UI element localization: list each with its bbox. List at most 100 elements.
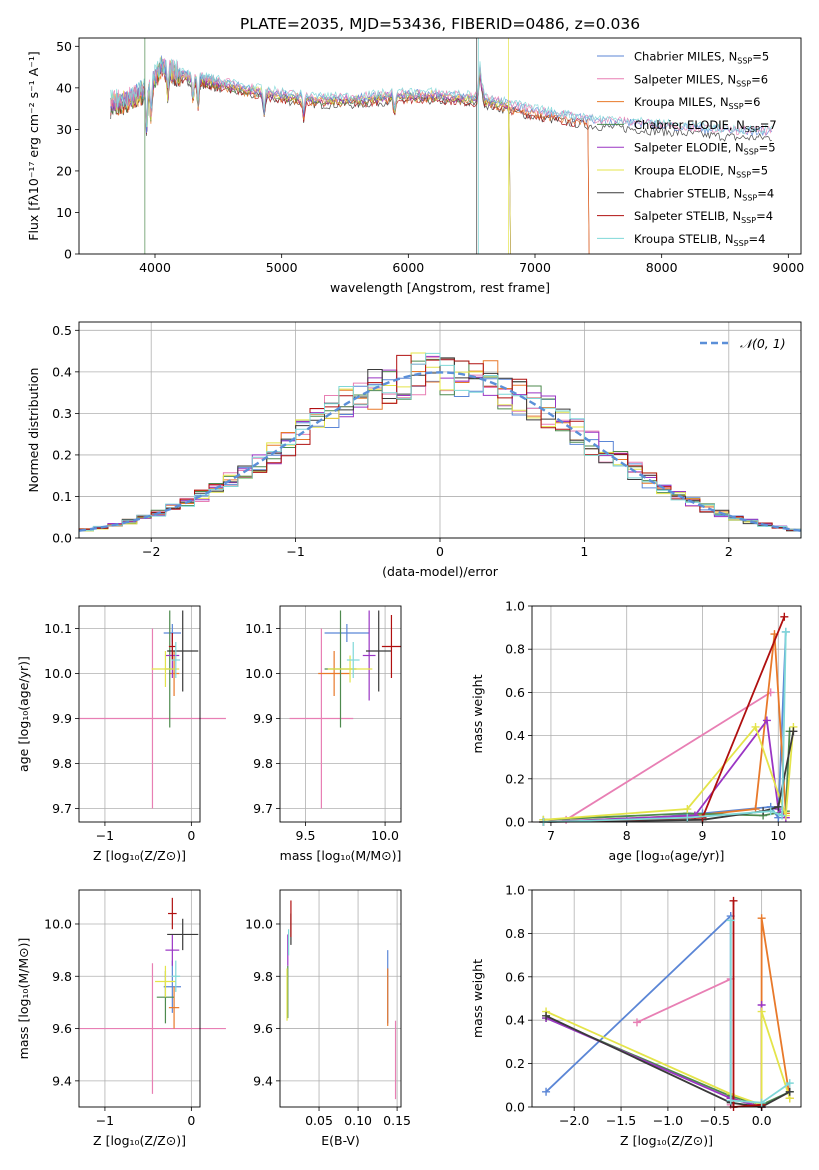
y-tick-label: 20 bbox=[56, 163, 72, 178]
weight-line bbox=[636, 977, 732, 1105]
grid-lines bbox=[532, 889, 801, 1108]
mass-vs-ebv-panel: 0.05 0.10 0.15 9.4 9.6 9.8 10.0 E(B-V) bbox=[245, 889, 411, 1148]
data-layer bbox=[286, 900, 397, 1100]
y-tick-label: 9.8 bbox=[253, 756, 273, 771]
weight-line bbox=[565, 691, 772, 821]
y-tick-label: 9.4 bbox=[52, 1073, 72, 1088]
weight-marker bbox=[726, 1096, 735, 1105]
weight-series-chabrier-miles bbox=[542, 912, 766, 1111]
y-tick-label: 0.5 bbox=[52, 323, 72, 338]
y-tick-label: 0.2 bbox=[505, 1056, 525, 1071]
normal-curve bbox=[78, 371, 802, 532]
errorbar-salpeter-miles bbox=[79, 628, 226, 809]
y-tick-label: 0.0 bbox=[52, 531, 72, 546]
x-tick-label: 7000 bbox=[519, 260, 551, 275]
errorbar-chabrier-stelib bbox=[365, 610, 392, 692]
x-axis-label: Z [log₁₀(Z/Z⊙)] bbox=[93, 848, 186, 863]
data-layer bbox=[79, 897, 226, 1094]
weight-marker bbox=[751, 722, 760, 731]
y-tick-label: 0.8 bbox=[505, 926, 525, 941]
legend-label: 𝒩(0, 1) bbox=[740, 336, 786, 351]
x-tick-label: 6000 bbox=[392, 260, 424, 275]
y-tick-label: 9.6 bbox=[52, 1021, 72, 1036]
spectrum-title: PLATE=2035, MJD=53436, FIBERID=0486, z=0… bbox=[240, 15, 640, 33]
errorbar-salpeter-elodie bbox=[165, 934, 180, 966]
weight-marker bbox=[789, 727, 798, 736]
spectrum-line-salpeter-stelib bbox=[110, 62, 590, 254]
y-tick-label: 9.7 bbox=[253, 801, 273, 816]
y-tick-label: 0.2 bbox=[505, 771, 525, 786]
spectrum-line-salpeter-miles bbox=[110, 58, 773, 136]
y-tick-label: 0.4 bbox=[52, 364, 72, 379]
x-axis-label: wavelength [Angstrom, rest frame] bbox=[330, 280, 550, 295]
errorbar-kroupa-elodie bbox=[151, 651, 180, 687]
x-tick-label: 0.10 bbox=[344, 1113, 372, 1128]
weight-marker bbox=[766, 807, 775, 816]
weight-marker bbox=[774, 802, 783, 811]
x-tick-label: −2.0 bbox=[559, 1113, 589, 1128]
weight-marker bbox=[757, 914, 766, 923]
weight-vs-age-panel: 7 8 9 10 0.0 0.2 0.4 0.6 0.8 1.0 age [log₁₀(age/yr… bbox=[470, 599, 802, 863]
weight-series-salpeter-stelib bbox=[729, 896, 766, 1111]
y-axis-label: Normed distribution bbox=[26, 368, 41, 493]
legend-label: Chabrier ELODIE, NSSP=7 bbox=[634, 118, 777, 134]
y-tick-label: 9.8 bbox=[52, 969, 72, 984]
plot-frame bbox=[78, 605, 201, 823]
plot-frame bbox=[78, 321, 802, 539]
plot-frame bbox=[78, 37, 802, 255]
y-axis-label: mass [log₁₀(M/M⊙)] bbox=[16, 938, 31, 1060]
y-tick-label: 9.8 bbox=[253, 969, 273, 984]
weight-marker bbox=[542, 1087, 551, 1096]
x-tick-label: 5000 bbox=[266, 260, 298, 275]
weight-marker bbox=[757, 1098, 766, 1107]
spectrum-line-kroupa-miles bbox=[110, 60, 590, 254]
data-layer bbox=[78, 352, 802, 538]
legend-label: Kroupa ELODIE, NSSP=5 bbox=[634, 164, 768, 180]
x-tick-label: 0.05 bbox=[305, 1113, 333, 1128]
weight-line bbox=[543, 631, 787, 823]
errorbar-kroupa-stelib bbox=[346, 642, 360, 678]
spectrum-legend: Chabrier MILES, NSSP=5 Salpeter MILES, NS… bbox=[597, 50, 777, 248]
y-tick-label: 10.0 bbox=[44, 916, 72, 931]
spectrum-line-salpeter-elodie bbox=[110, 58, 511, 254]
x-tick-label: 8000 bbox=[646, 260, 678, 275]
weight-line bbox=[543, 631, 787, 823]
age-vs-metallicity-panel: −1 0 9.7 9.8 9.9 10.0 10.1 Z [log₁₀(Z/Z⊙)] age [… bbox=[16, 605, 226, 863]
axis-layer: 7 8 9 10 0.0 0.2 0.4 0.6 0.8 1.0 age [log₁₀(age/yr… bbox=[470, 599, 802, 863]
y-tick-label: 9.4 bbox=[253, 1073, 273, 1088]
histogram-kroupa-stelib bbox=[78, 352, 802, 538]
weight-line bbox=[545, 1015, 791, 1108]
y-axis-label: mass weight bbox=[470, 959, 485, 1038]
weight-line bbox=[545, 913, 762, 1108]
legend-label: Salpeter MILES, NSSP=6 bbox=[634, 72, 768, 88]
errorbar-kroupa-elodie bbox=[155, 965, 176, 998]
data-layer bbox=[110, 38, 773, 254]
y-tick-label: 1.0 bbox=[505, 883, 525, 898]
mass-vs-metallicity-panel: −1 0 9.4 9.6 9.8 10.0 Z [log₁₀(Z/Z⊙)] mass [log… bbox=[16, 889, 226, 1148]
weight-vs-metallicity-panel: −2.0 −1.5 −1.0 −0.5 0.0 0.0 0.2 0.4 0.6 0.8 1.0 Z [… bbox=[470, 883, 802, 1148]
y-tick-label: 0.2 bbox=[52, 447, 72, 462]
data-layer bbox=[539, 612, 798, 826]
age-vs-mass-panel: 9.5 10.0 9.7 9.8 9.9 10.0 10.1 mass [log₁₀(M/M⊙… bbox=[245, 605, 402, 863]
weight-line bbox=[543, 731, 791, 821]
y-tick-label: 9.9 bbox=[52, 711, 72, 726]
errorbar-chabrier-stelib bbox=[167, 918, 199, 951]
y-axis-label: age [log₁₀(age/yr)] bbox=[16, 656, 31, 772]
axis-layer: −1 0 9.7 9.8 9.9 10.0 10.1 Z [log₁₀(Z/Z⊙)] age [… bbox=[16, 605, 201, 863]
legend-label: Salpeter STELIB, NSSP=4 bbox=[634, 209, 773, 225]
errorbar-salpeter-stelib bbox=[381, 615, 401, 678]
weight-marker bbox=[762, 716, 771, 725]
residual-histogram-panel: −2 −1 0 1 2 0.0 0.1 0.2 0.3 0.4 0.5 (data-model)/er… bbox=[26, 321, 802, 579]
errorbar-salpeter-miles bbox=[289, 628, 354, 809]
weight-marker bbox=[781, 627, 790, 636]
errorbar-salpeter-stelib bbox=[168, 633, 176, 660]
x-tick-label: 9.5 bbox=[296, 828, 316, 843]
data-layer bbox=[542, 896, 794, 1111]
y-tick-label: 10 bbox=[56, 205, 72, 220]
errorbar-salpeter-elodie bbox=[362, 610, 376, 701]
y-tick-label: 0.3 bbox=[52, 406, 72, 421]
x-tick-label: 10 bbox=[770, 828, 786, 843]
y-tick-label: 10.1 bbox=[245, 621, 273, 636]
axis-layer: 0.05 0.10 0.15 9.4 9.6 9.8 10.0 E(B-V) bbox=[245, 889, 411, 1148]
x-axis-label: Z [log₁₀(Z/Z⊙)] bbox=[620, 1133, 713, 1148]
